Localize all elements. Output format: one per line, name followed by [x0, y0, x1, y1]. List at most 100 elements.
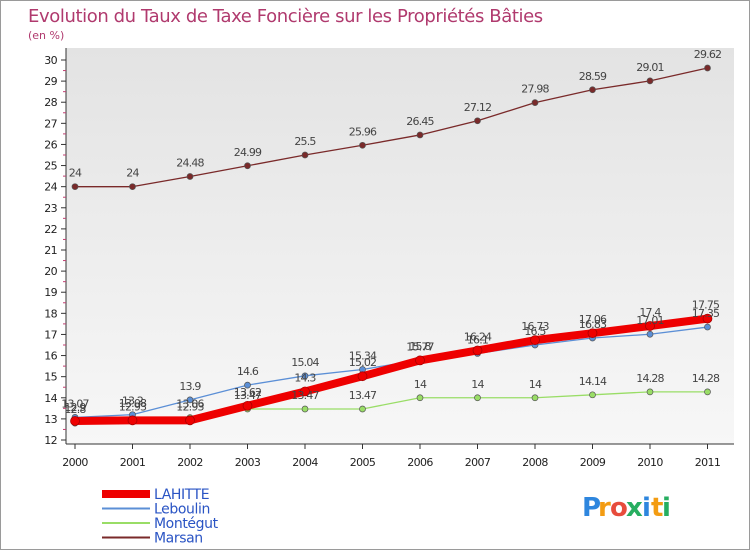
data-label: 13.07: [61, 397, 89, 410]
x-tick-label: 2006: [407, 456, 433, 469]
data-point: [704, 323, 711, 331]
data-point: [472, 345, 483, 356]
y-tick-label: 22: [44, 223, 57, 236]
series-line: [71, 314, 712, 425]
logo-letter: r: [598, 493, 611, 523]
data-label: 17.35: [692, 307, 720, 320]
y-tick-label: 25: [44, 160, 57, 173]
data-label: 16.83: [579, 318, 607, 331]
x-tick-label: 2007: [465, 456, 491, 469]
data-label: 15.04: [291, 356, 319, 369]
legend-label: Montégut: [154, 516, 219, 532]
data-point: [587, 328, 598, 339]
x-tick-label: 2000: [62, 456, 88, 469]
data-label: 15.77: [406, 340, 434, 353]
data-point: [474, 394, 481, 402]
y-tick-label: 30: [44, 54, 57, 67]
data-label: 14.3: [294, 371, 316, 384]
x-tick-label: 2011: [695, 456, 721, 469]
data-point: [127, 415, 138, 426]
data-label: 16.5: [524, 325, 546, 338]
data-point: [646, 77, 654, 85]
data-label: 15.8: [409, 340, 431, 353]
chart-title: Evolution du Taux de Taxe Foncière sur l…: [28, 6, 543, 27]
y-tick-label: 29: [44, 75, 57, 88]
data-label: 13.47: [234, 389, 262, 402]
data-label: 15.34: [349, 349, 377, 362]
data-label: 24.99: [234, 146, 262, 159]
data-point: [185, 415, 195, 426]
x-tick-label: 2009: [580, 456, 606, 469]
data-point: [646, 388, 654, 396]
data-point: [129, 183, 136, 191]
series-0: [70, 313, 713, 426]
data-point: [359, 141, 366, 149]
data-label: 26.45: [406, 115, 434, 128]
logo-letter: P: [582, 493, 601, 523]
data-point: [530, 335, 540, 345]
data-label: 24: [69, 167, 82, 180]
y-tick-label: 19: [44, 286, 57, 299]
x-tick-label: 2003: [235, 456, 261, 469]
data-label: 12.9: [64, 401, 86, 414]
logo-letter: x: [626, 493, 643, 523]
data-point: [359, 405, 366, 413]
data-point: [589, 391, 596, 399]
data-point: [186, 396, 194, 404]
proxiti-logo: Pr ox i ti: [582, 493, 671, 523]
data-label: 14: [529, 378, 542, 391]
y-axis: 12 13 14 15 16 17 18 19 20 21 22 23 24 25 26 27 28 29 30: [44, 48, 67, 447]
series-3: [71, 64, 711, 191]
x-tick-label: 2001: [120, 456, 146, 469]
data-label: 17.06: [579, 313, 607, 326]
y-tick-label: 17: [44, 328, 57, 341]
data-label: 16.24: [464, 330, 492, 343]
data-point: [531, 99, 539, 106]
data-point: [474, 117, 481, 125]
y-tick-label: 18: [44, 307, 57, 320]
data-label: 12.93: [119, 400, 147, 413]
data-label: 17.75: [692, 299, 720, 312]
plot-area: [66, 48, 734, 444]
legend-label: LAHITTE: [154, 487, 209, 503]
y-tick-label: 24: [44, 181, 57, 194]
data-point: [244, 162, 251, 170]
y-tick-label: 14: [44, 392, 57, 405]
y-tick-label: 21: [44, 244, 57, 257]
data-label: 13.9: [179, 380, 201, 393]
data-label: 29.62: [694, 48, 722, 61]
data-label: 12.8: [64, 403, 86, 416]
legend-label: Marsan: [154, 531, 203, 547]
data-point: [242, 400, 253, 411]
data-label: 13.2: [122, 395, 143, 408]
data-label: 13.06: [176, 398, 204, 411]
data-label: 16.1: [467, 333, 488, 346]
series-line: [74, 67, 709, 188]
data-point: [589, 86, 596, 94]
data-label: 14.28: [692, 372, 720, 385]
data-label: 17.01: [636, 314, 664, 327]
logo-letter: o: [610, 493, 628, 523]
y-tick-label: 23: [44, 202, 57, 215]
y-tick-label: 13: [44, 413, 57, 426]
data-label: 24.48: [176, 157, 204, 170]
data-point: [645, 321, 655, 331]
logo-letter: i: [662, 493, 671, 523]
legend-label: Leboulin: [154, 502, 210, 518]
data-label: 25.96: [349, 125, 377, 138]
data-label: 13.47: [349, 389, 377, 402]
data-point: [70, 416, 80, 426]
x-axis: 2000 2001 2002 2003 2004 2005 2006 2007 2008 2009…: [62, 443, 734, 469]
data-labels: 12.9 12.93 12.9313.6214.315.0215.7716.2416…: [61, 48, 722, 416]
data-label: 14.6: [237, 365, 259, 378]
x-tick-label: 2002: [177, 456, 203, 469]
data-point: [71, 183, 79, 191]
data-label: 24: [126, 167, 139, 180]
x-tick-label: 2005: [350, 456, 376, 469]
data-point: [301, 405, 309, 413]
data-label: 13.08: [119, 397, 147, 410]
data-label: 12.93: [176, 400, 204, 413]
data-label: 28.59: [579, 70, 607, 83]
data-label: 14: [471, 378, 484, 391]
